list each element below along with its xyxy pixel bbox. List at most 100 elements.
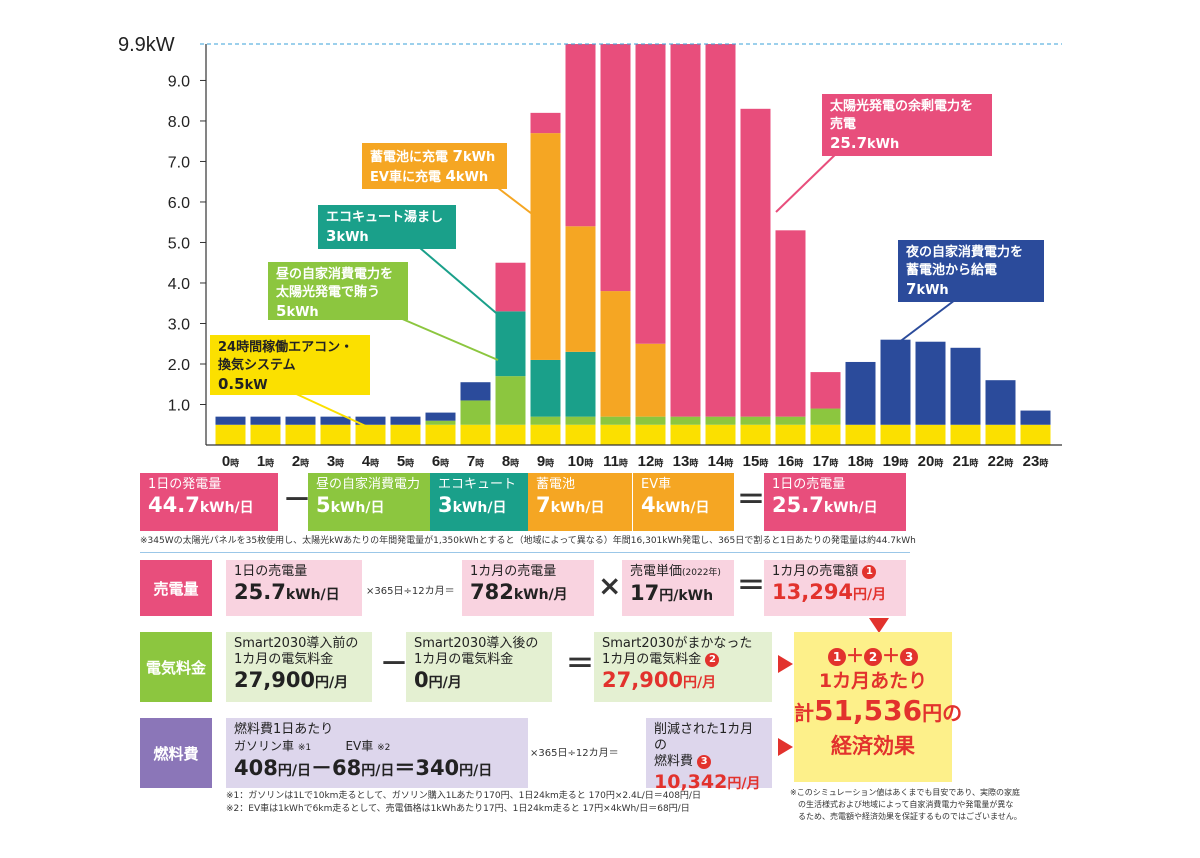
generation-note: ※345Wの太陽光パネルを35枚使用し、太陽光kWあたりの年間発電量が1,350… — [140, 536, 916, 546]
x-tick-label: 18時 — [848, 453, 874, 470]
sim-note-2: の生活様式および地域によって自家消費電力や発電量が異な — [798, 800, 1014, 809]
bar-segment — [530, 416, 561, 425]
y-tick-label: 3.0 — [168, 316, 190, 333]
equals-sign-2: ＝ — [737, 569, 766, 602]
x-tick-label: 22時 — [988, 453, 1014, 470]
bar-segment — [670, 44, 701, 417]
x-tick-label: 10時 — [568, 453, 594, 470]
leader-charge — [497, 187, 541, 221]
bar-segment — [845, 361, 876, 425]
bar-segment — [285, 416, 316, 425]
bar-segment — [775, 424, 806, 445]
fuel-note-1: ※1：ガソリンは1Lで10km走るとして、ガソリン購入1Lあたり170円、1日2… — [226, 791, 701, 801]
bar-segment — [705, 424, 736, 445]
times-sign: × — [598, 569, 622, 602]
self-use-box: 昼の自家消費電力 5kWh/日 — [308, 473, 430, 531]
leader-night — [897, 299, 956, 344]
minus-sign-2: － — [380, 647, 409, 680]
bar-segment — [740, 416, 771, 425]
bar-segment — [600, 416, 631, 425]
electricity-category: 電気料金 — [140, 632, 212, 702]
arrow-down — [869, 618, 889, 633]
bar-segment — [250, 424, 281, 445]
bar-segment — [460, 424, 491, 445]
y-tick-label: 7.0 — [168, 154, 190, 171]
bar-segment — [740, 424, 771, 445]
x-tick-label: 3時 — [327, 453, 344, 470]
bar-segment — [810, 408, 841, 425]
bar-segment — [915, 341, 946, 425]
leader-selfuse — [399, 317, 499, 361]
bar-segment — [810, 424, 841, 445]
y-tick-label: 2.0 — [168, 357, 190, 374]
x-tick-label: 20時 — [918, 453, 944, 470]
badge-2: 2 — [705, 652, 720, 667]
x-tick-label: 7時 — [467, 453, 484, 470]
y-tick-label: 5.0 — [168, 235, 190, 252]
bars-group — [215, 44, 1051, 445]
x-tick-label: 4時 — [362, 453, 379, 470]
bar-segment — [985, 424, 1016, 445]
y-tick-label: 9.0 — [168, 73, 190, 90]
annotation-aircon: 24時間稼働エアコン・ 換気システム 0.5kW — [210, 335, 370, 395]
bar-segment — [705, 44, 736, 417]
annotation-night: 夜の自家消費電力を 蓄電池から給電 7kWh — [898, 240, 1044, 302]
bar-segment — [250, 416, 281, 425]
sales-daily-box: 1日の売電量 25.7kWh/日 — [226, 560, 362, 616]
y-tick-label: 1.0 — [168, 397, 190, 414]
fuel-category: 燃料費 — [140, 718, 212, 788]
x-tick-label: 6時 — [432, 453, 449, 470]
power-chart: 1.0 2.0 3.0 4.0 5.0 6.0 7.0 8.0 9.0 0時 1時 2時 3時 4時 5時 6… — [118, 34, 1062, 470]
bar-segment — [565, 351, 596, 417]
bar-segment — [530, 424, 561, 445]
bar-segment — [635, 343, 666, 417]
x-tick-label: 12時 — [638, 453, 664, 470]
sales-monthly-box: 1カ月の売電量 782kWh/月 — [462, 560, 594, 616]
bar-segment — [600, 44, 631, 292]
bar-segment — [530, 133, 561, 360]
equals-sign: ＝ — [737, 483, 766, 516]
bar-segment — [285, 424, 316, 445]
bar-segment — [845, 424, 876, 445]
badge-1: 1 — [862, 564, 877, 579]
bar-segment — [565, 44, 596, 227]
sales-category: 売電量 — [140, 560, 212, 616]
arrow-right-1 — [778, 655, 793, 673]
x-tick-label: 21時 — [953, 453, 979, 470]
equals-sign-3: ＝ — [566, 647, 595, 680]
bar-segment — [565, 226, 596, 352]
y-tick-label: 8.0 — [168, 114, 190, 131]
divider — [140, 552, 910, 553]
x-tick-label: 19時 — [883, 453, 909, 470]
bar-segment — [740, 108, 771, 417]
fuel-note-2: ※2：EV車は1kWhで6km走るとして、売電価格は1kWhあたり17円、1日2… — [226, 804, 690, 814]
bar-segment — [915, 424, 946, 445]
bar-segment — [880, 424, 911, 445]
bar-segment — [670, 416, 701, 425]
bar-segment — [495, 376, 526, 425]
sim-note-3: るため、売電額や経済効果を保証するものではございません。 — [798, 812, 1022, 821]
leader-aircon — [291, 391, 371, 429]
badge-3: 3 — [697, 754, 712, 769]
x-tick-label: 2時 — [292, 453, 309, 470]
axis-group: 1.0 2.0 3.0 4.0 5.0 6.0 7.0 8.0 9.0 0時 1時 2時 3時 4時 5時 6… — [168, 43, 1062, 470]
bar-segment — [565, 416, 596, 425]
bar-segment — [355, 424, 386, 445]
bar-segment — [705, 416, 736, 425]
daily-generation-box: 1日の発電量 44.7kWh/日 — [140, 473, 278, 531]
y-top-label: 9.9kW — [118, 34, 175, 56]
fuel-saved-box: 削減された1カ月の 燃料費 3 10,342円/月 — [646, 718, 772, 793]
bar-segment — [495, 311, 526, 377]
ev-box: EV車 4kWh/日 — [632, 473, 734, 531]
covered-box: Smart2030がまかなった 1カ月の電気料金 2 27,900円/月 — [594, 632, 772, 702]
bar-segment — [390, 424, 421, 445]
x-tick-label: 0時 — [222, 453, 239, 470]
ecocute-box: エコキュート 3kWh/日 — [430, 473, 528, 531]
x-tick-label: 16時 — [778, 453, 804, 470]
bar-segment — [635, 424, 666, 445]
sim-note-1: ※このシミュレーション値はあくまでも目安であり、実際の家庭 — [790, 788, 1020, 797]
bar-segment — [530, 112, 561, 134]
fuel-multiplier: ×365日÷12カ月＝ — [530, 748, 619, 759]
bar-segment — [635, 44, 666, 344]
leader-sell — [775, 149, 841, 213]
